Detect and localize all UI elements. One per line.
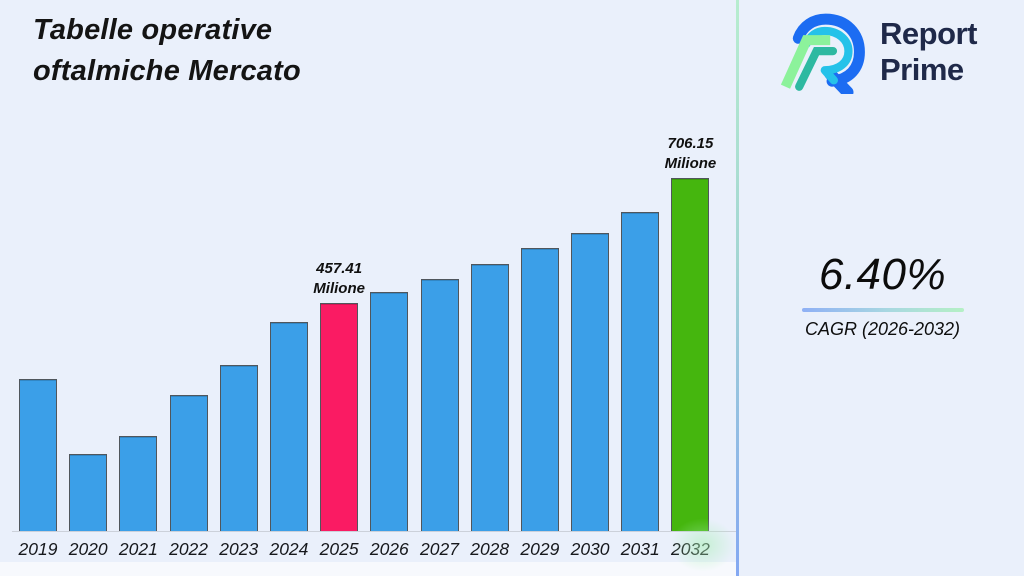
bar-column-2030: 2030: [571, 233, 610, 559]
bar-column-2024: 2024: [269, 322, 308, 559]
x-axis-label-2027: 2027: [420, 539, 459, 559]
cagr-label: CAGR (2026-2032): [804, 319, 961, 339]
x-axis-label-2026: 2026: [369, 539, 409, 559]
x-axis-label-2032: 2032: [670, 539, 710, 559]
bottom-strip: [0, 562, 736, 576]
data-label-2032: 706.15 Milione: [664, 135, 717, 172]
x-axis-label-2021: 2021: [118, 539, 158, 559]
bar-column-2028: 2028: [470, 264, 509, 559]
bar-2032: [671, 178, 710, 532]
bar-chart: 2019 2020 2021 2022 2023 2024 457.41 Milione 202…: [19, 135, 717, 559]
bar-column-2031: 2031: [621, 212, 660, 559]
page-title-line2: oftalmiche Mercato: [33, 55, 301, 88]
x-axis-label-2031: 2031: [620, 539, 660, 559]
bar-2030: [571, 233, 610, 532]
brand-name: Report Prime: [880, 16, 977, 88]
bar-2027: [420, 279, 459, 532]
brand-name-line1: Report: [880, 16, 977, 52]
page-title: Tabelle operative oftalmiche Mercato: [33, 10, 301, 92]
bar-2031: [621, 212, 660, 532]
bar-2023: [219, 365, 258, 532]
vertical-divider: [736, 0, 739, 576]
x-axis-label-2019: 2019: [18, 539, 58, 559]
x-axis-label-2029: 2029: [520, 539, 560, 559]
x-axis-label-2025: 2025: [319, 539, 359, 559]
bar-2025: [320, 303, 359, 532]
bar-column-2025: 457.41 Milione 2025: [313, 260, 365, 559]
cagr-panel: 6.40% CAGR (2026-2032): [780, 250, 985, 340]
x-axis-label-2020: 2020: [68, 539, 108, 559]
bar-2021: [119, 436, 158, 532]
x-axis-label-2024: 2024: [269, 539, 309, 559]
bar-column-2020: 2020: [69, 454, 108, 559]
bar-column-2027: 2027: [420, 279, 459, 559]
cagr-underline: [801, 308, 964, 312]
bar-column-2022: 2022: [169, 395, 208, 559]
bar-2029: [520, 248, 559, 532]
bar-2026: [370, 292, 409, 532]
chart-baseline: [12, 531, 736, 532]
x-axis-label-2022: 2022: [169, 539, 209, 559]
bar-column-2026: 2026: [370, 292, 409, 559]
bar-2020: [69, 454, 108, 532]
cagr-value: 6.40%: [818, 250, 947, 299]
x-axis-label-2030: 2030: [570, 539, 610, 559]
bar-2022: [169, 395, 208, 532]
bar-column-2019: 2019: [19, 379, 57, 559]
report-prime-logo-icon: [780, 13, 865, 94]
page-title-line1: Tabelle operative: [33, 14, 273, 46]
brand-name-line2: Prime: [880, 52, 964, 87]
bar-2024: [269, 322, 308, 532]
bar-2019: [19, 379, 57, 532]
data-label-2025: 457.41 Milione: [313, 260, 365, 297]
bar-column-2021: 2021: [119, 436, 158, 559]
bar-column-2023: 2023: [219, 365, 258, 559]
x-axis-label-2023: 2023: [219, 539, 259, 559]
bar-column-2032: 706.15 Milione 2032: [665, 135, 717, 559]
bar-column-2029: 2029: [520, 248, 559, 559]
brand-logo: Report Prime: [776, 10, 977, 94]
x-axis-label-2028: 2028: [470, 539, 510, 559]
bar-2028: [470, 264, 509, 532]
